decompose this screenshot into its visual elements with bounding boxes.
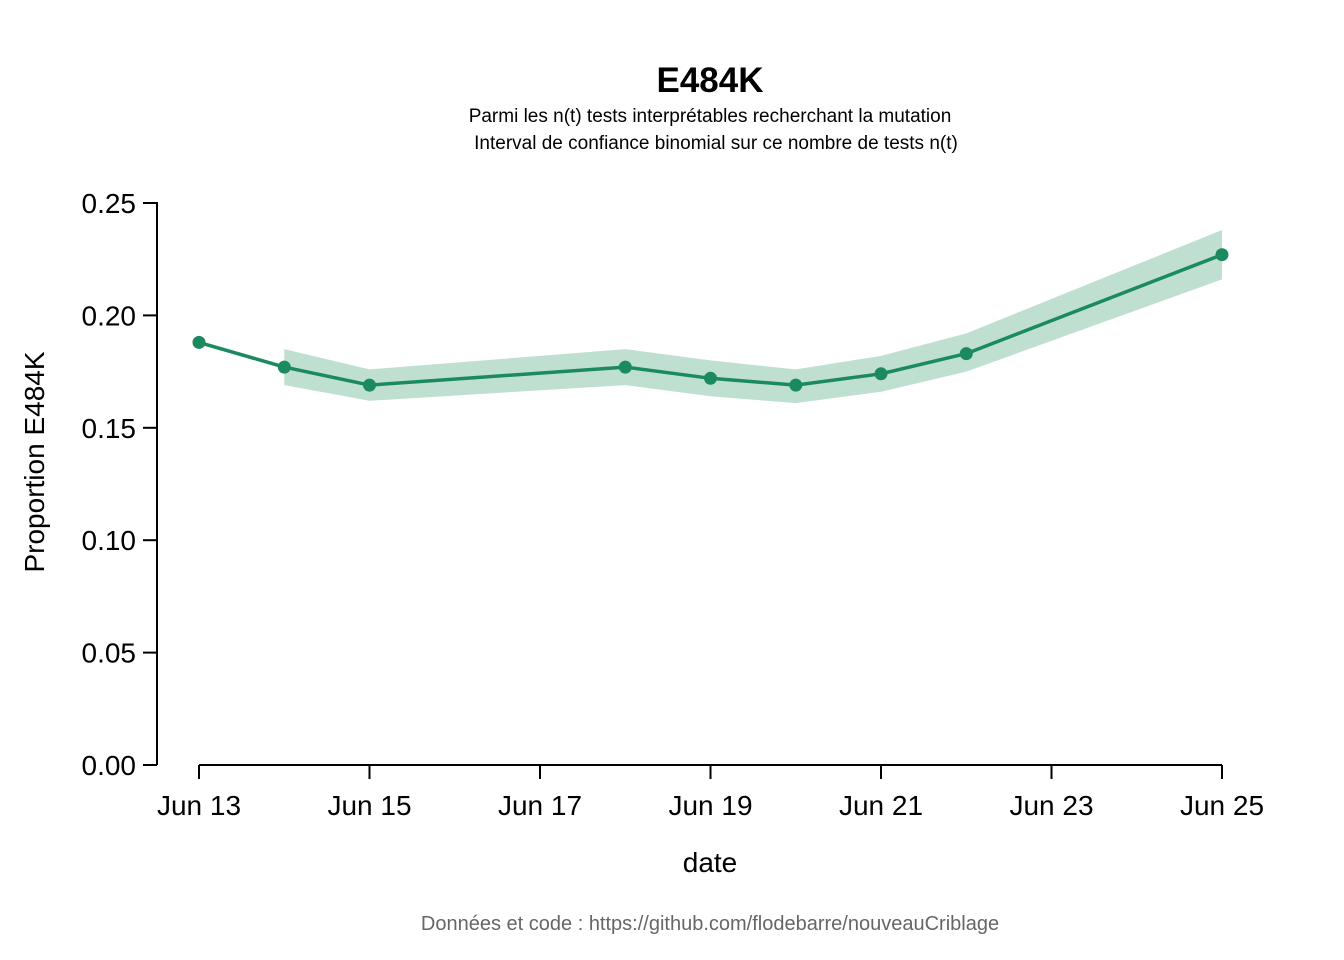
x-tick-label: Jun 21 bbox=[839, 790, 923, 821]
x-tick-label: Jun 15 bbox=[327, 790, 411, 821]
data-point bbox=[874, 367, 888, 381]
y-axis-label: Proportion E484K bbox=[19, 351, 50, 572]
data-point bbox=[704, 371, 717, 385]
confidence-band-layer bbox=[284, 230, 1222, 404]
data-point bbox=[192, 335, 206, 349]
x-tick-label: Jun 25 bbox=[1180, 790, 1264, 821]
y-tick-label: 0.20 bbox=[82, 300, 137, 331]
x-tick-label: Jun 17 bbox=[498, 790, 582, 821]
y-tick-label: 0.10 bbox=[82, 525, 137, 556]
data-point bbox=[277, 360, 291, 374]
data-point bbox=[959, 347, 973, 361]
y-tick-label: 0.05 bbox=[82, 638, 137, 669]
y-tick-label: 0.00 bbox=[82, 750, 137, 781]
y-tick-label: 0.15 bbox=[82, 413, 137, 444]
series-points-layer bbox=[192, 248, 1229, 392]
chart-title: E484K bbox=[656, 61, 763, 100]
y-tick-label: 0.25 bbox=[82, 188, 137, 219]
x-tick-label: Jun 13 bbox=[157, 790, 241, 821]
data-point bbox=[1215, 248, 1229, 262]
data-point bbox=[618, 360, 632, 374]
confidence-band bbox=[284, 230, 1222, 404]
data-point bbox=[363, 378, 376, 392]
data-point bbox=[789, 378, 803, 392]
x-axis-label: date bbox=[683, 847, 738, 878]
chart-subtitle-line-2: Interval de confiance binomial sur ce no… bbox=[474, 133, 958, 154]
y-axis: 0.00 0.05 0.10 0.15 0.20 0.25 bbox=[82, 188, 158, 781]
x-axis: Jun 13 Jun 15 Jun 17 Jun 19 Jun 21 Jun 23 Jun … bbox=[157, 764, 1264, 821]
data-source-caption: Données et code : https://github.com/flo… bbox=[421, 913, 999, 935]
x-tick-label: Jun 23 bbox=[1009, 790, 1093, 821]
x-tick-label: Jun 19 bbox=[668, 790, 752, 821]
chart-subtitle-line-1: Parmi les n(t) tests interprétables rech… bbox=[469, 106, 952, 127]
